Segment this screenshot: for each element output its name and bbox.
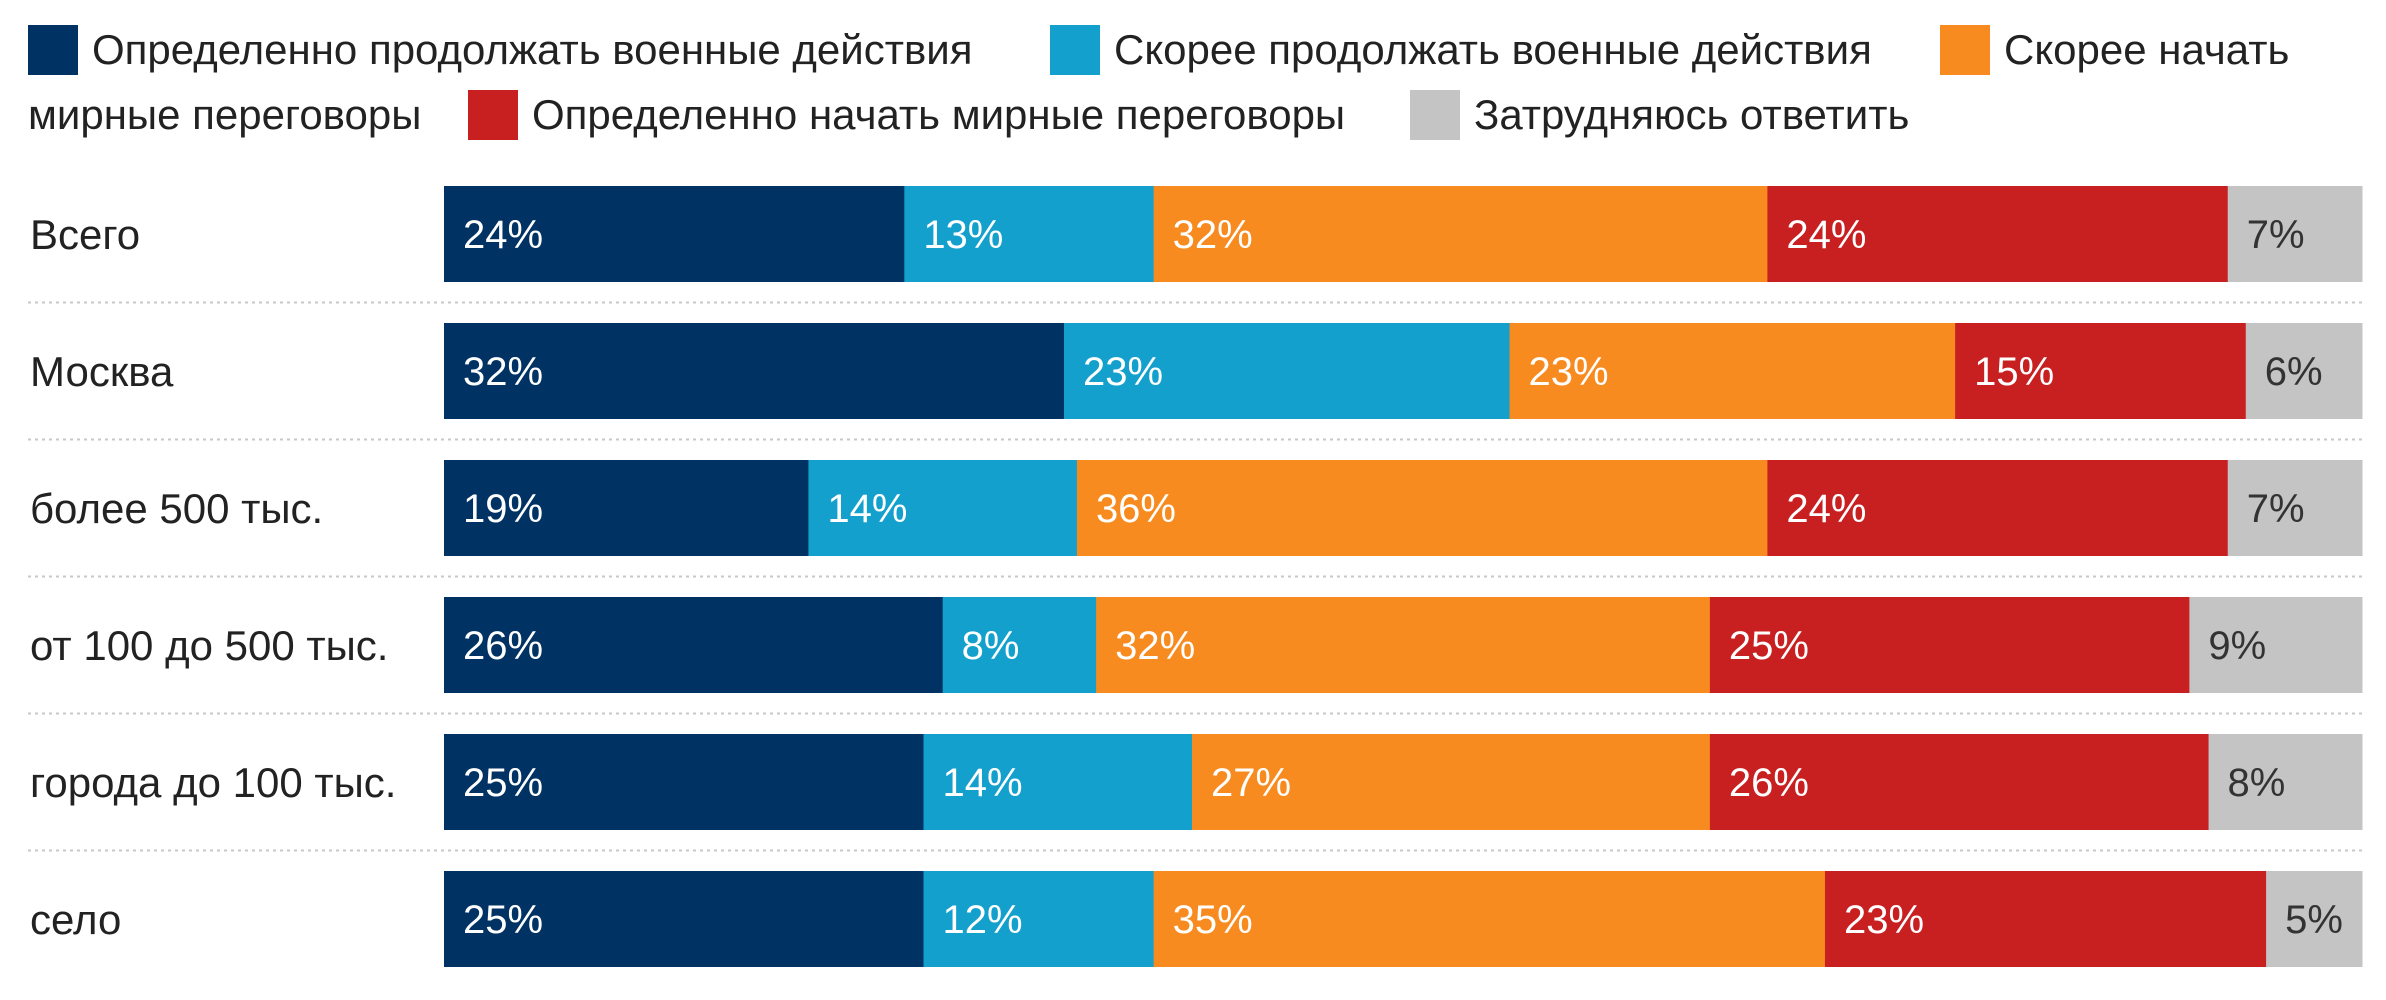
data-label: 8% [2228,761,2286,805]
bar-row: от 100 до 500 тыс. 26% 8% 32% 25% 9% [28,597,2363,715]
data-label: 14% [827,487,907,531]
bar-row: Всего 24% 13% 32% 24% 7% [28,186,2363,304]
bar-segment [1824,871,2267,967]
chart-rows: Всего 24% 13% 32% 24% 7% Москва 32% 23% 23% 15% 6% б… [28,186,2363,967]
category-label: города до 100 тыс. [30,759,396,806]
data-label: 7% [2247,213,2305,257]
bar-segment [444,460,809,556]
legend-swatch-1 [1050,25,1100,75]
bar-segment [808,460,1078,556]
bar-segment [2208,734,2363,830]
bar-segment [1767,186,2229,282]
data-label: 25% [1729,624,1809,668]
data-label: 24% [1786,487,1866,531]
legend-swatch-2 [1940,25,1990,75]
data-label: 19% [463,487,543,531]
bar-segment [1192,734,1711,830]
data-label: 35% [1173,898,1253,942]
bar-segment [1153,871,1826,967]
data-label: 27% [1211,761,1291,805]
category-label: Всего [30,211,140,258]
legend: Определенно продолжать военные действия С… [28,25,2289,140]
bar-segment [1153,186,1768,282]
data-label: 32% [1115,624,1195,668]
bar-segment [1063,323,1511,419]
bar-segment [2227,186,2363,282]
bar-segment [1509,323,1956,419]
category-label: Москва [30,348,174,395]
legend-label-2-cont: мирные переговоры [28,91,421,138]
bar-segment [1709,597,2190,693]
data-label: 32% [1173,213,1253,257]
data-label: 8% [962,624,1020,668]
bar-segment [942,597,1097,693]
bar-segment [2266,871,2363,967]
legend-label-1: Скорее продолжать военные действия [1114,26,1872,73]
data-label: 14% [943,761,1023,805]
data-label: 7% [2247,487,2305,531]
bar-segment [444,186,905,282]
data-label: 25% [463,761,543,805]
bar-row: село 25% 12% 35% 23% 5% [30,871,2363,967]
bar-segment [2227,460,2363,556]
data-label: 32% [463,350,543,394]
category-label: более 500 тыс. [30,485,323,532]
bar-segment [2245,323,2363,419]
legend-swatch-4 [1410,90,1460,140]
data-label: 25% [463,898,543,942]
category-label: село [30,896,121,943]
legend-label-2: Скорее начать [2004,26,2289,73]
bar-row: более 500 тыс. 19% 14% 36% 24% 7% [28,460,2363,578]
bar-segment [923,734,1193,830]
bar-segment [1767,460,2229,556]
legend-swatch-3 [468,90,518,140]
data-label: 26% [463,624,543,668]
legend-label-2-part-1: Скорее начать [2004,26,2289,73]
legend-label-0: Определенно продолжать военные действия [92,26,973,73]
data-label: 36% [1096,487,1176,531]
bar-row: города до 100 тыс. 25% 14% 27% 26% 8% [28,734,2363,852]
data-label: 6% [2265,350,2323,394]
legend-label-3: Определенно начать мирные переговоры [532,91,1345,138]
bar-segment [2189,597,2363,693]
legend-label-4: Затрудняюсь ответить [1474,91,1909,138]
bar-segment [444,323,1065,419]
data-label: 12% [943,898,1023,942]
bar-segment [444,734,924,830]
bar-segment [1096,597,1711,693]
bar-segment [1955,323,2247,419]
data-label: 24% [1786,213,1866,257]
bar-segment [444,871,924,967]
bar-segment [923,871,1155,967]
bar-segment [444,597,944,693]
bar-segment [904,186,1155,282]
bar-segment [1076,460,1768,556]
category-label: от 100 до 500 тыс. [30,622,388,669]
bar-row: Москва 32% 23% 23% 15% 6% [28,323,2363,441]
data-label: 24% [463,213,543,257]
bar-segment [1709,734,2210,830]
data-label: 23% [1083,350,1163,394]
data-label: 9% [2208,624,2266,668]
legend-swatch-0 [28,25,78,75]
data-label: 5% [2285,898,2343,942]
data-label: 23% [1529,350,1609,394]
data-label: 23% [1844,898,1924,942]
data-label: 15% [1974,350,2054,394]
data-label: 13% [923,213,1003,257]
data-label: 26% [1729,761,1809,805]
